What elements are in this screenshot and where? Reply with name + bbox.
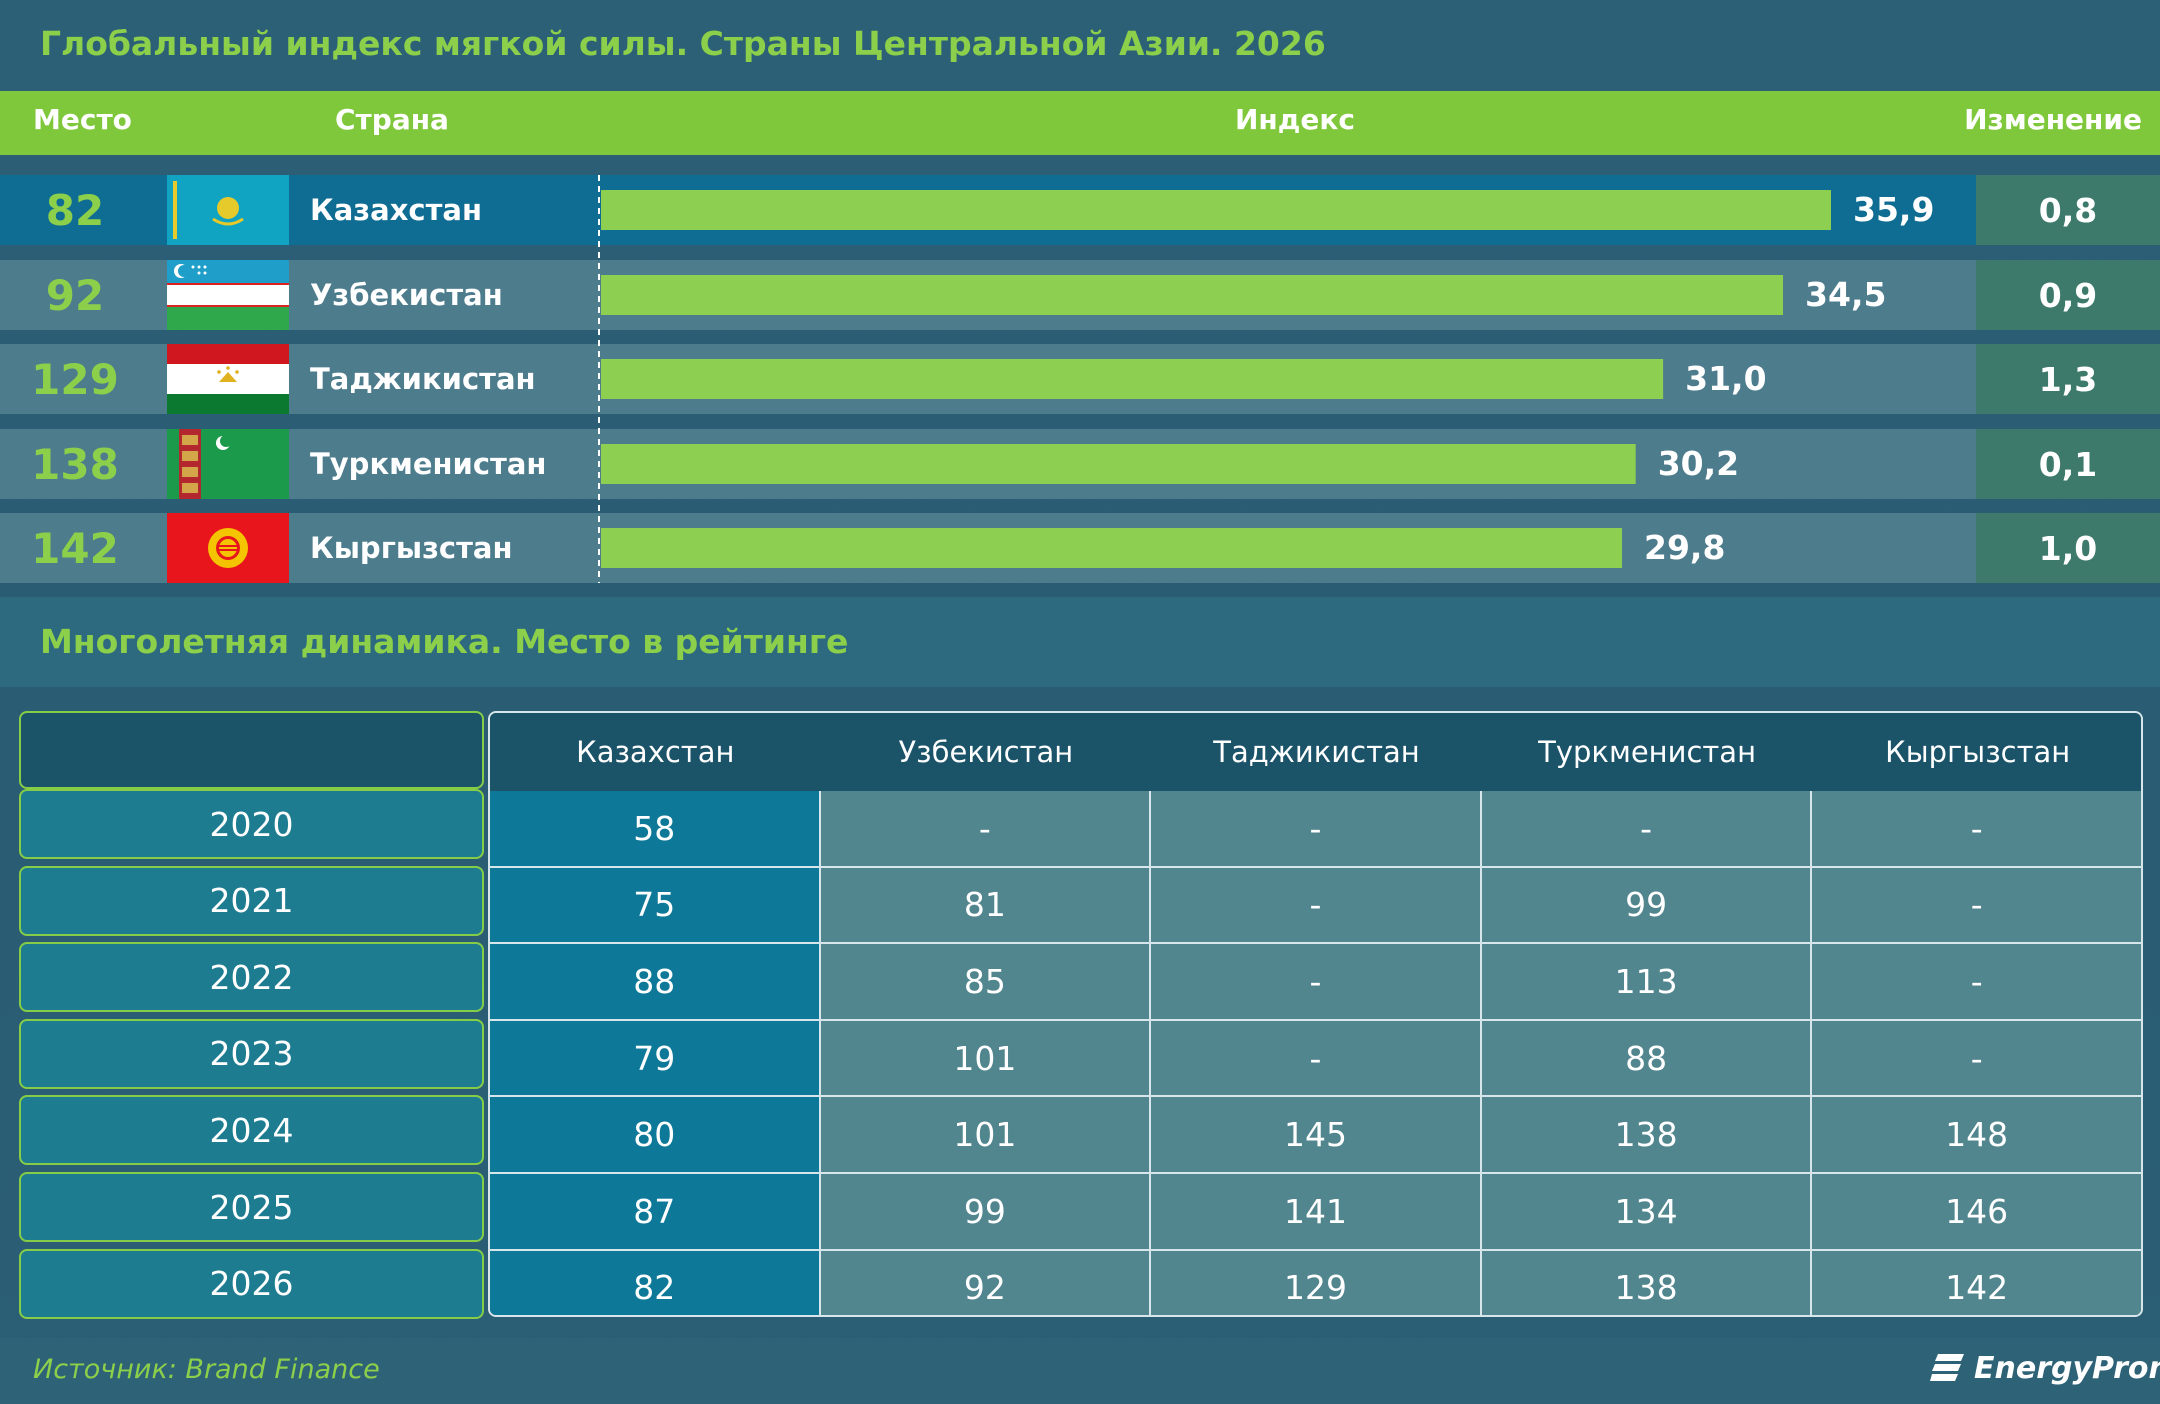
table-cell: 88 bbox=[1481, 1020, 1813, 1098]
country-label: Туркменистан bbox=[310, 447, 547, 481]
footer-band bbox=[0, 1338, 2160, 1404]
year-cell: 2026 bbox=[19, 1248, 484, 1319]
source-note: Источник: Brand Finance bbox=[33, 1354, 380, 1385]
year-cell: 2023 bbox=[19, 1018, 484, 1089]
year-cell: 2024 bbox=[19, 1095, 484, 1166]
table-cell: 99 bbox=[820, 1174, 1152, 1251]
change-value: 0,9 bbox=[1976, 260, 2160, 330]
table-cell: - bbox=[1812, 791, 2141, 868]
rank-value: 138 bbox=[31, 439, 119, 489]
bar-chart-svg: 35,9 34,5 31,0 30,2 29,8 bbox=[598, 175, 1934, 583]
table-cell: - bbox=[1812, 1020, 2141, 1098]
kazakhstan-flag-icon bbox=[167, 175, 289, 245]
header-change: Изменение bbox=[1964, 103, 2142, 136]
subtitle-band bbox=[0, 597, 2160, 687]
table-cell: 113 bbox=[1481, 944, 1813, 1021]
bar bbox=[601, 359, 1664, 399]
bar-value-label: 34,5 bbox=[1805, 275, 1886, 314]
table-column-header: Туркменистан bbox=[1481, 713, 1813, 791]
table-column-header: Узбекистан bbox=[820, 713, 1152, 791]
uzbekistan-flag-icon bbox=[167, 260, 289, 330]
energyprom-logo-icon bbox=[1930, 1354, 1964, 1381]
table-cell: 92 bbox=[820, 1250, 1152, 1315]
header-bar: Место Страна Индекс Изменение bbox=[0, 91, 2160, 155]
table-cell: 146 bbox=[1812, 1174, 2141, 1251]
table-subtitle: Многолетняя динамика. Место в рейтинге bbox=[40, 622, 849, 661]
year-cell: 2021 bbox=[19, 865, 484, 936]
table-cell: 99 bbox=[1481, 867, 1813, 945]
table-cell: 141 bbox=[1151, 1174, 1482, 1251]
bar bbox=[601, 444, 1636, 484]
table-cell: 85 bbox=[820, 944, 1152, 1021]
table-cell: - bbox=[1151, 1020, 1482, 1098]
table-cell: - bbox=[1812, 944, 2141, 1021]
table-cell: - bbox=[1812, 867, 2141, 945]
logo-text: EnergyProm bbox=[1974, 1350, 2160, 1386]
bar-value-label: 31,0 bbox=[1685, 359, 1766, 398]
change-value: 0,1 bbox=[1976, 429, 2160, 499]
table-column-header: Таджикистан bbox=[1151, 713, 1482, 791]
rank-value: 129 bbox=[31, 354, 119, 404]
bar bbox=[601, 190, 1831, 230]
country-label: Узбекистан bbox=[310, 278, 503, 312]
table-cell: 129 bbox=[1151, 1250, 1482, 1315]
table-cell: 58 bbox=[490, 791, 821, 868]
year-cell: 2020 bbox=[19, 789, 484, 859]
rank-table: Казахстан Узбекистан Таджикистан Туркменист… bbox=[488, 711, 2143, 1317]
table-cell: 145 bbox=[1151, 1097, 1482, 1174]
rank-value: 82 bbox=[45, 185, 105, 235]
header-rank: Место bbox=[33, 103, 132, 136]
year-column: 2020 2021 2022 2023 2024 2025 2026 bbox=[19, 711, 484, 1319]
table-cell: - bbox=[820, 791, 1152, 868]
table-corner bbox=[19, 711, 484, 789]
table-cell: 87 bbox=[490, 1174, 821, 1251]
rank-value: 92 bbox=[45, 270, 105, 320]
table-cell: 101 bbox=[820, 1020, 1152, 1098]
turkmenistan-flag-icon bbox=[167, 429, 289, 499]
table-cell: - bbox=[1151, 791, 1482, 868]
change-value: 0,8 bbox=[1976, 175, 2160, 245]
year-cell: 2025 bbox=[19, 1172, 484, 1242]
bar-row: 142 Кыргызстан 1,0 bbox=[0, 513, 2160, 583]
change-value: 1,3 bbox=[1976, 344, 2160, 414]
bar-value-label: 35,9 bbox=[1853, 190, 1934, 229]
table-cell: 138 bbox=[1481, 1250, 1813, 1315]
year-cell: 2022 bbox=[19, 942, 484, 1013]
table-cell: 81 bbox=[820, 867, 1152, 945]
table-cell: - bbox=[1151, 944, 1482, 1021]
country-label: Таджикистан bbox=[310, 362, 536, 396]
table-column-header: Кыргызстан bbox=[1812, 713, 2141, 791]
bar bbox=[601, 275, 1784, 315]
table-cell: 101 bbox=[820, 1097, 1152, 1174]
logo: EnergyProm bbox=[1930, 1346, 2160, 1390]
tajikistan-flag-icon bbox=[167, 344, 289, 414]
table-cell: 148 bbox=[1812, 1097, 2141, 1174]
kyrgyzstan-flag-icon bbox=[167, 513, 289, 583]
header-index: Индекс bbox=[1235, 103, 1355, 136]
bar-row: 129 Таджикистан 1,3 bbox=[0, 344, 2160, 414]
bar-value-label: 30,2 bbox=[1658, 444, 1739, 483]
header-country: Страна bbox=[335, 103, 449, 136]
country-label: Казахстан bbox=[310, 193, 483, 227]
bar bbox=[601, 528, 1623, 568]
bar-row: 92 Узбекистан 0,9 bbox=[0, 260, 2160, 330]
table-cell: 88 bbox=[490, 944, 821, 1021]
table-cell: 134 bbox=[1481, 1174, 1813, 1251]
table-cell: 142 bbox=[1812, 1250, 2141, 1315]
table-cell: 138 bbox=[1481, 1097, 1813, 1174]
change-value: 1,0 bbox=[1976, 513, 2160, 583]
country-label: Кыргызстан bbox=[310, 531, 513, 565]
table-cell: 82 bbox=[490, 1250, 821, 1315]
chart-title: Глобальный индекс мягкой силы. Страны Це… bbox=[40, 24, 1326, 63]
table-cell: 80 bbox=[490, 1097, 821, 1174]
bar-value-label: 29,8 bbox=[1644, 528, 1725, 567]
table-column-header: Казахстан bbox=[490, 713, 821, 791]
table-cell: 75 bbox=[490, 867, 821, 945]
table-cell: 79 bbox=[490, 1020, 821, 1098]
rank-value: 142 bbox=[31, 523, 119, 573]
table-cell: - bbox=[1151, 867, 1482, 945]
table-cell: - bbox=[1481, 791, 1813, 868]
